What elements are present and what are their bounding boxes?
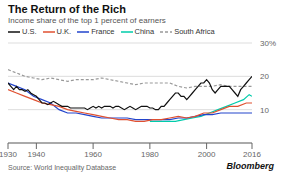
html-text:Bloomberg: Bloomberg — [226, 161, 274, 171]
html-text:South Africa: South Africa — [174, 27, 215, 36]
html-text:U.S.: U.S. — [22, 27, 37, 36]
svg-text:1960: 1960 — [84, 150, 102, 159]
html-text:U.K.: U.K. — [56, 27, 72, 36]
svg-text:1930: 1930 — [8, 150, 17, 159]
svg-text:1940: 1940 — [27, 150, 45, 159]
html-text:France: France — [91, 27, 115, 36]
html-text:Source: World Inequality Datab: Source: World Inequality Database — [8, 164, 116, 171]
html-text:Income share of the top 1 perc: Income share of the top 1 percent of ear… — [8, 16, 166, 25]
svg-text:20: 20 — [260, 72, 269, 81]
svg-text:2000: 2000 — [198, 150, 216, 159]
svg-text:1980: 1980 — [141, 150, 159, 159]
svg-text:2016: 2016 — [243, 150, 261, 159]
svg-text:10: 10 — [260, 106, 269, 115]
html-text:China: China — [134, 27, 155, 36]
svg-text:30%: 30% — [260, 39, 274, 48]
html-text:The Return of the Rich: The Return of the Rich — [8, 3, 126, 15]
